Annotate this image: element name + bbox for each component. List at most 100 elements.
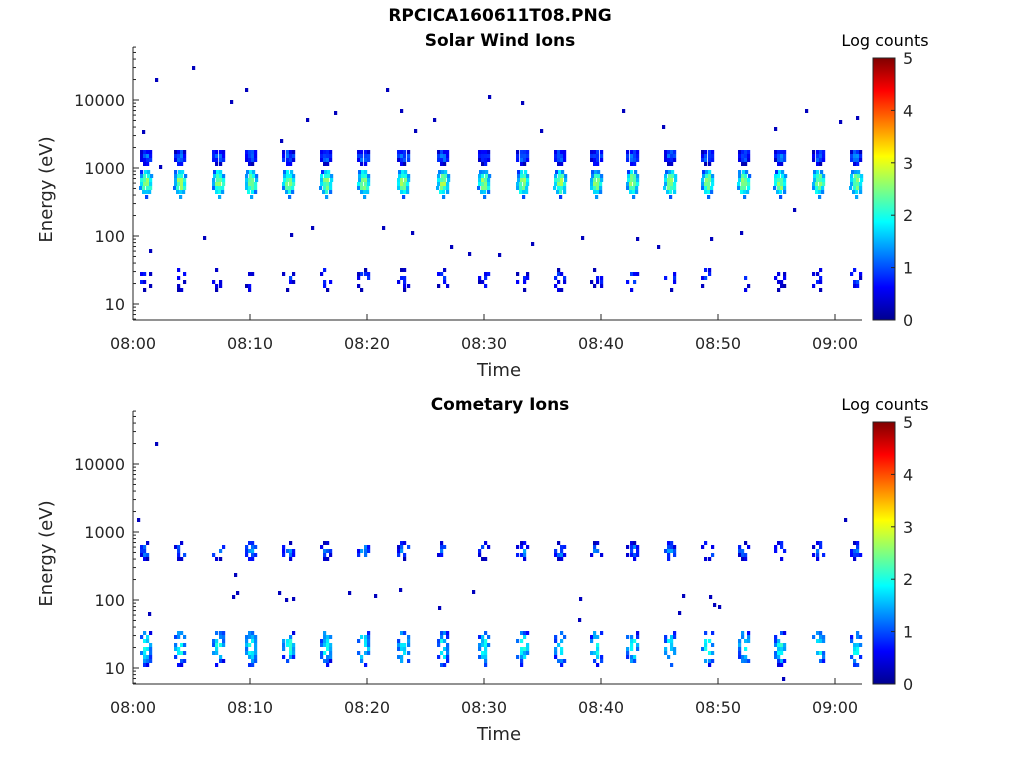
spectrogram-cell <box>596 541 600 545</box>
spectrogram-cell <box>403 647 407 651</box>
spectrogram-cell <box>286 178 290 182</box>
spectrogram-cell <box>856 663 860 667</box>
spectrogram-cell <box>183 154 187 158</box>
spectrogram-cell <box>561 174 565 178</box>
spectrogram-cell <box>523 280 527 284</box>
spectrogram-cell <box>143 655 147 659</box>
spectrogram-cell <box>633 150 637 154</box>
spectrogram-cell <box>667 154 671 158</box>
spectrogram-cell <box>526 182 530 186</box>
spectrogram-cell <box>774 178 778 182</box>
spectrogram-cell <box>673 186 677 190</box>
spectrogram-cell <box>149 182 153 186</box>
spectrogram-cell <box>437 639 441 643</box>
isolated-count-point <box>414 129 418 133</box>
spectrogram-cell <box>747 150 751 154</box>
spectrogram-cell <box>254 545 258 549</box>
spectrogram-cell <box>816 280 820 284</box>
spectrogram-cell <box>367 150 371 154</box>
spectrogram-cell <box>780 182 784 186</box>
spectrogram-cell <box>219 631 223 635</box>
spectrogram-cell <box>747 178 751 182</box>
spectrogram-cell <box>704 276 708 280</box>
spectrogram-cell <box>667 655 671 659</box>
spectrogram-cell <box>219 643 223 647</box>
spectrogram-cell <box>701 178 705 182</box>
spectrogram-cell <box>629 182 633 186</box>
spectrogram-cell <box>177 178 181 182</box>
spectrogram-cell <box>212 182 216 186</box>
isolated-count-point <box>155 442 159 446</box>
spectrogram-cell <box>820 170 824 174</box>
spectrogram-cell <box>633 655 637 659</box>
spectrogram-cell <box>400 643 404 647</box>
spectrogram-cell <box>821 186 825 190</box>
spectrogram-cell <box>248 272 252 276</box>
spectrogram-cell <box>403 158 407 162</box>
spectrogram-cell <box>403 643 407 647</box>
spectrogram-cell <box>219 178 223 182</box>
spectrogram-cell <box>774 545 778 549</box>
spectrogram-cell <box>816 549 820 553</box>
spectrogram-cell <box>590 639 594 643</box>
spectrogram-cell <box>364 635 368 639</box>
spectrogram-cell <box>600 174 604 178</box>
spectrogram-cell <box>149 272 153 276</box>
spectrogram-cell <box>481 186 485 190</box>
spectrogram-cell <box>557 553 561 557</box>
spectrogram-cell <box>773 186 777 190</box>
spectrogram-cell <box>248 541 252 545</box>
spectrogram-cell <box>816 272 820 276</box>
y-axis-label: Energy (eV) <box>36 136 57 242</box>
spectrogram-cell <box>856 162 860 166</box>
spectrogram-cell <box>850 178 854 182</box>
spectrogram-cell <box>701 186 705 190</box>
isolated-count-point <box>450 245 454 249</box>
spectrogram-cell <box>591 170 595 174</box>
spectrogram-cell <box>177 663 181 667</box>
spectrogram-cell <box>593 631 597 635</box>
spectrogram-cell <box>360 182 364 186</box>
spectrogram-cell <box>600 284 604 288</box>
spectrogram-cell <box>366 190 370 194</box>
spectrogram-cell <box>708 639 712 643</box>
spectrogram-cell <box>485 174 489 178</box>
spectrogram-cell <box>520 545 524 549</box>
spectrogram-cell <box>397 553 401 557</box>
spectrogram-cell <box>443 154 447 158</box>
spectrogram-cell <box>282 647 286 651</box>
spectrogram-cell <box>140 280 144 284</box>
spectrogram-cell <box>282 639 286 643</box>
spectrogram-cell <box>777 174 781 178</box>
spectrogram-cell <box>626 154 630 158</box>
spectrogram-cell <box>446 150 450 154</box>
spectrogram-cell <box>403 268 407 272</box>
spectrogram-cell <box>248 162 252 166</box>
spectrogram-cell <box>593 182 597 186</box>
spectrogram-cell <box>248 557 252 561</box>
spectrogram-cell <box>590 280 594 284</box>
spectrogram-cell <box>560 545 564 549</box>
spectrogram-cell <box>478 158 482 162</box>
spectrogram-cell <box>254 150 258 154</box>
spectrogram-cell <box>741 158 745 162</box>
isolated-count-point <box>793 208 797 212</box>
spectrogram-cell <box>400 659 404 663</box>
spectrogram-cell <box>400 154 404 158</box>
spectrogram-cell <box>398 174 402 178</box>
spectrogram-cell <box>670 639 674 643</box>
spectrogram-cell <box>323 178 327 182</box>
spectrogram-cell <box>746 190 750 194</box>
spectrogram-cell <box>600 276 604 280</box>
spectrogram-cell <box>738 170 742 174</box>
isolated-count-point <box>488 95 492 99</box>
spectrogram-cell <box>520 170 524 174</box>
spectrogram-cell <box>563 190 567 194</box>
spectrogram-cell <box>437 150 441 154</box>
spectrogram-cell <box>484 182 488 186</box>
spectrogram-cell <box>484 154 488 158</box>
spectrogram-cell <box>781 170 785 174</box>
spectrogram-cell <box>822 150 826 154</box>
spectrogram-cell <box>744 541 748 545</box>
spectrogram-cell <box>626 158 630 162</box>
